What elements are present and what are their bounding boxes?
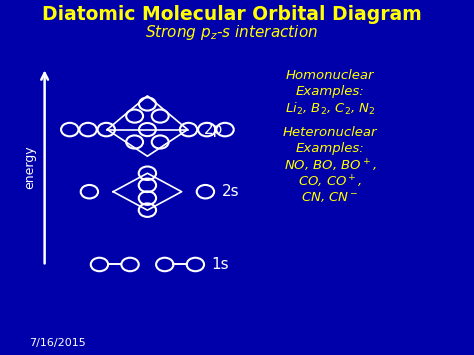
Text: 7/16/2015: 7/16/2015 (28, 338, 85, 348)
Text: Li$_2$, B$_2$, C$_2$, N$_2$: Li$_2$, B$_2$, C$_2$, N$_2$ (285, 101, 375, 117)
Text: Strong p$_z$-s interaction: Strong p$_z$-s interaction (146, 23, 319, 42)
Text: Diatomic Molecular Orbital Diagram: Diatomic Molecular Orbital Diagram (42, 5, 422, 24)
Text: Homonuclear: Homonuclear (286, 69, 374, 82)
Text: 2s: 2s (221, 184, 239, 199)
Text: energy: energy (24, 145, 36, 189)
Text: NO, BO, BO$^+$,: NO, BO, BO$^+$, (284, 158, 376, 174)
Text: CN, CN$^-$: CN, CN$^-$ (301, 190, 359, 204)
Text: CO, CO$^+$,: CO, CO$^+$, (298, 174, 362, 190)
Text: Heteronuclear: Heteronuclear (283, 126, 377, 139)
Text: Examples:: Examples: (296, 142, 365, 155)
Text: 1s: 1s (211, 257, 229, 272)
Text: Examples:: Examples: (296, 85, 365, 98)
Text: 2p: 2p (204, 122, 223, 137)
